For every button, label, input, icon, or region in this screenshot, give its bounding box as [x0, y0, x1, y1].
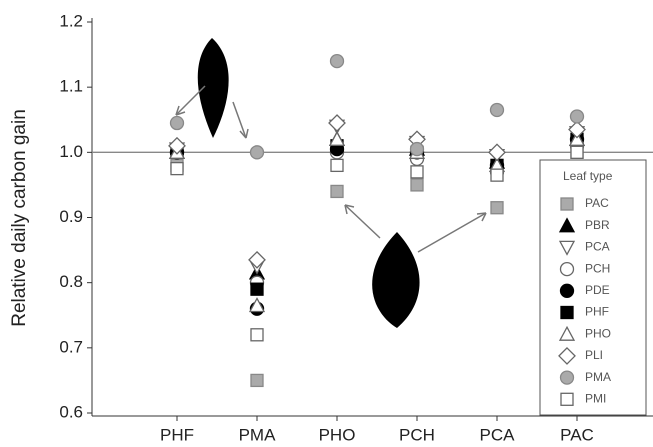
point	[249, 145, 265, 160]
legend-marker	[560, 305, 574, 320]
legend-label: PAC	[585, 196, 609, 210]
legend-label: PHF	[585, 305, 609, 319]
y-tick-label: 0.7	[59, 337, 83, 356]
point	[568, 120, 586, 139]
point	[568, 130, 586, 146]
point	[250, 373, 264, 388]
legend-title: Leaf type	[563, 169, 613, 183]
point	[489, 102, 505, 118]
legend-marker	[559, 370, 575, 385]
point	[570, 145, 584, 159]
x-tick-label: PCH	[399, 425, 435, 444]
point	[169, 115, 185, 131]
point	[410, 165, 424, 179]
legend-marker	[560, 392, 574, 406]
legend-marker	[560, 197, 574, 211]
leaf-icon	[372, 232, 420, 328]
x-tick-label: PCA	[480, 425, 516, 444]
leaf-icon	[197, 38, 229, 138]
legend-label: PBR	[585, 218, 610, 232]
point	[248, 250, 266, 269]
y-axis-label: Relative daily carbon gain	[9, 109, 30, 327]
point	[569, 109, 585, 124]
point	[409, 141, 425, 157]
y-tick-label: 1.0	[59, 142, 83, 161]
y-tick-label: 0.6	[59, 402, 83, 421]
legend-box	[539, 159, 647, 416]
x-tick-label: PHO	[319, 425, 356, 444]
x-tick-label: PHF	[160, 425, 194, 444]
point	[328, 114, 346, 132]
point	[488, 143, 506, 162]
point	[330, 158, 344, 173]
point	[168, 136, 186, 155]
point	[410, 178, 424, 192]
legend-label: PCH	[585, 261, 610, 275]
point	[250, 282, 264, 296]
legend-label: PLI	[585, 348, 603, 362]
y-tick-label: 1.1	[59, 77, 83, 96]
point	[490, 201, 504, 215]
point	[328, 130, 346, 146]
point	[248, 297, 266, 313]
x-tick-label: PAC	[560, 425, 594, 444]
point	[330, 184, 344, 199]
legend-marker	[558, 240, 576, 256]
x-tick-label: PMA	[239, 425, 277, 444]
legend-marker	[558, 217, 576, 233]
legend-label: PCA	[585, 240, 610, 254]
legend-marker	[559, 283, 575, 298]
point	[250, 328, 264, 342]
y-tick-label: 0.8	[59, 272, 83, 291]
legend-label: PDE	[585, 283, 610, 297]
legend-marker	[558, 346, 576, 365]
legend-label: PMI	[585, 391, 606, 405]
legend-marker	[559, 261, 575, 277]
y-tick-label: 1.2	[59, 11, 83, 30]
arrows	[175, 85, 487, 253]
point	[329, 53, 345, 69]
point	[490, 168, 504, 182]
point	[170, 161, 184, 176]
legend-marker	[558, 325, 576, 341]
y-tick-label: 0.9	[59, 207, 83, 226]
legend-label: PHO	[585, 326, 611, 340]
legend-label: PMA	[585, 370, 611, 384]
